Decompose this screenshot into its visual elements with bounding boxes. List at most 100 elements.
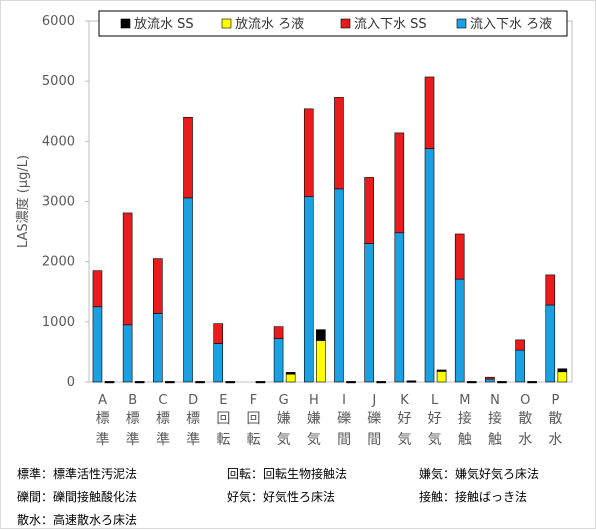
note-aerobic: 好気：好気性ろ床法	[227, 490, 336, 504]
x-category-method-1: 散	[548, 411, 562, 427]
x-category-method-1: 接	[488, 410, 502, 427]
x-category-method-2: 気	[277, 432, 291, 448]
x-category-method-2: 準	[156, 432, 170, 448]
x-category-letter: D	[188, 393, 198, 408]
y-tick-label: 5000	[42, 74, 75, 89]
x-category-method-1: 嫌	[277, 411, 291, 427]
bar-inflow-ss	[183, 116, 193, 199]
y-tick-label: 4000	[42, 134, 75, 149]
legend-label: 放流水 ろ液	[235, 17, 304, 32]
bar-inflow-ss	[394, 132, 405, 234]
bar-effluent-ss	[195, 381, 205, 384]
y-tick-label: 3000	[42, 195, 75, 210]
x-category-method-1: 嫌	[307, 411, 321, 427]
bar-inflow-ss	[334, 97, 344, 190]
x-category-letter: A	[98, 393, 107, 408]
x-category-method-2: 水	[548, 432, 562, 448]
bar-inflow-ss	[364, 177, 374, 244]
bar-effluent-ss	[376, 381, 387, 384]
legend	[98, 10, 568, 37]
x-category-method-2: 間	[337, 432, 351, 448]
x-category-method-1: 回	[216, 411, 230, 427]
x-category-letter: K	[400, 393, 409, 408]
bar-effluent-ss	[134, 381, 145, 384]
bar-inflow-ss	[424, 76, 435, 149]
x-category-method-1: 礫	[367, 411, 381, 427]
bar-effluent-ss	[104, 381, 115, 384]
x-category-method-2: 転	[247, 432, 261, 448]
bar-effluent-ss	[466, 381, 477, 384]
x-category-letter: O	[520, 393, 530, 408]
x-category-letter: I	[342, 393, 346, 408]
y-tick-label: 0	[67, 375, 75, 390]
x-category-letter: N	[490, 393, 500, 408]
x-category-method-2: 間	[367, 432, 381, 448]
bar-inflow-ss	[454, 233, 465, 280]
bar-effluent-ss	[497, 381, 507, 384]
x-category-method-2: 気	[307, 432, 321, 448]
legend-label: 放流水 SS	[134, 17, 194, 32]
x-category-method-2: 触	[458, 432, 472, 448]
bar-effluent-ss	[316, 329, 326, 341]
bar-inflow-ss	[545, 274, 556, 306]
x-category-method-2: 準	[96, 432, 110, 448]
bar-inflow-ss	[485, 376, 495, 380]
x-category-letter: H	[309, 393, 319, 408]
x-category-letter: J	[371, 393, 376, 408]
x-category-letter: L	[431, 393, 439, 408]
bar-inflow-ss	[515, 339, 525, 351]
x-category-method-2: 水	[518, 432, 532, 448]
x-category-method-1: 好	[428, 411, 442, 427]
x-category-method-1: 標	[186, 411, 200, 427]
bar-effluent-ss	[346, 381, 356, 384]
bar-effluent-ss	[255, 381, 266, 384]
bar-effluent-ss	[436, 369, 447, 372]
bar-inflow-ss	[122, 212, 133, 326]
bar-effluent-ss	[165, 381, 175, 384]
bar-inflow-ss	[273, 326, 284, 339]
note-rotating: 回転：回転生物接触法	[227, 467, 348, 481]
bar-inflow-ss	[92, 270, 103, 308]
note-gravel: 礫間：礫間接触酸化法	[17, 490, 138, 504]
x-category-method-1: 回	[247, 411, 261, 427]
note-anaerobic: 嫌気：嫌気好気ろ床法	[419, 467, 540, 481]
legend-label: 流入下水 ろ液	[470, 17, 552, 32]
x-category-letter: F	[250, 393, 257, 408]
x-category-method-2: 気	[397, 432, 411, 448]
legend-swatch	[221, 18, 232, 29]
note-contact: 接触：接触ばっき法	[419, 490, 528, 504]
x-category-method-2: 準	[186, 432, 200, 448]
x-category-method-1: 好	[397, 411, 411, 427]
y-tick-label: 2000	[42, 255, 75, 270]
x-category-letter: C	[158, 393, 167, 408]
bar-inflow-ss	[153, 258, 163, 314]
y-tick-label: 6000	[42, 14, 75, 29]
x-category-letter: P	[551, 393, 559, 408]
x-category-method-2: 気	[428, 432, 442, 448]
note-standard: 標準：標準活性汚泥法	[17, 467, 138, 481]
bar-effluent-ss	[557, 368, 568, 373]
bar-effluent-ss	[406, 380, 417, 383]
bar-effluent-ss	[527, 381, 537, 384]
x-category-letter: M	[459, 393, 470, 408]
bar-inflow-ss	[303, 108, 314, 197]
x-category-letter: E	[219, 393, 227, 408]
note-trickling: 散水：高速散水ろ床法	[17, 513, 138, 527]
bar-effluent-ss	[285, 372, 296, 375]
bar-effluent-ss	[225, 381, 236, 384]
x-category-method-2: 転	[216, 432, 230, 448]
x-category-method-1: 礫	[337, 411, 351, 427]
x-category-method-1: 標	[96, 411, 110, 427]
y-axis-title: LAS濃度 (μg/L)	[15, 155, 31, 248]
x-category-method-1: 散	[518, 411, 532, 427]
legend-label: 流入下水 SS	[354, 17, 427, 32]
bar-inflow-ss	[213, 323, 224, 344]
x-category-method-2: 準	[126, 432, 140, 448]
legend-swatch	[456, 18, 467, 29]
legend-swatch	[340, 18, 351, 29]
x-category-method-1: 標	[126, 411, 140, 427]
x-category-letter: B	[128, 393, 137, 408]
